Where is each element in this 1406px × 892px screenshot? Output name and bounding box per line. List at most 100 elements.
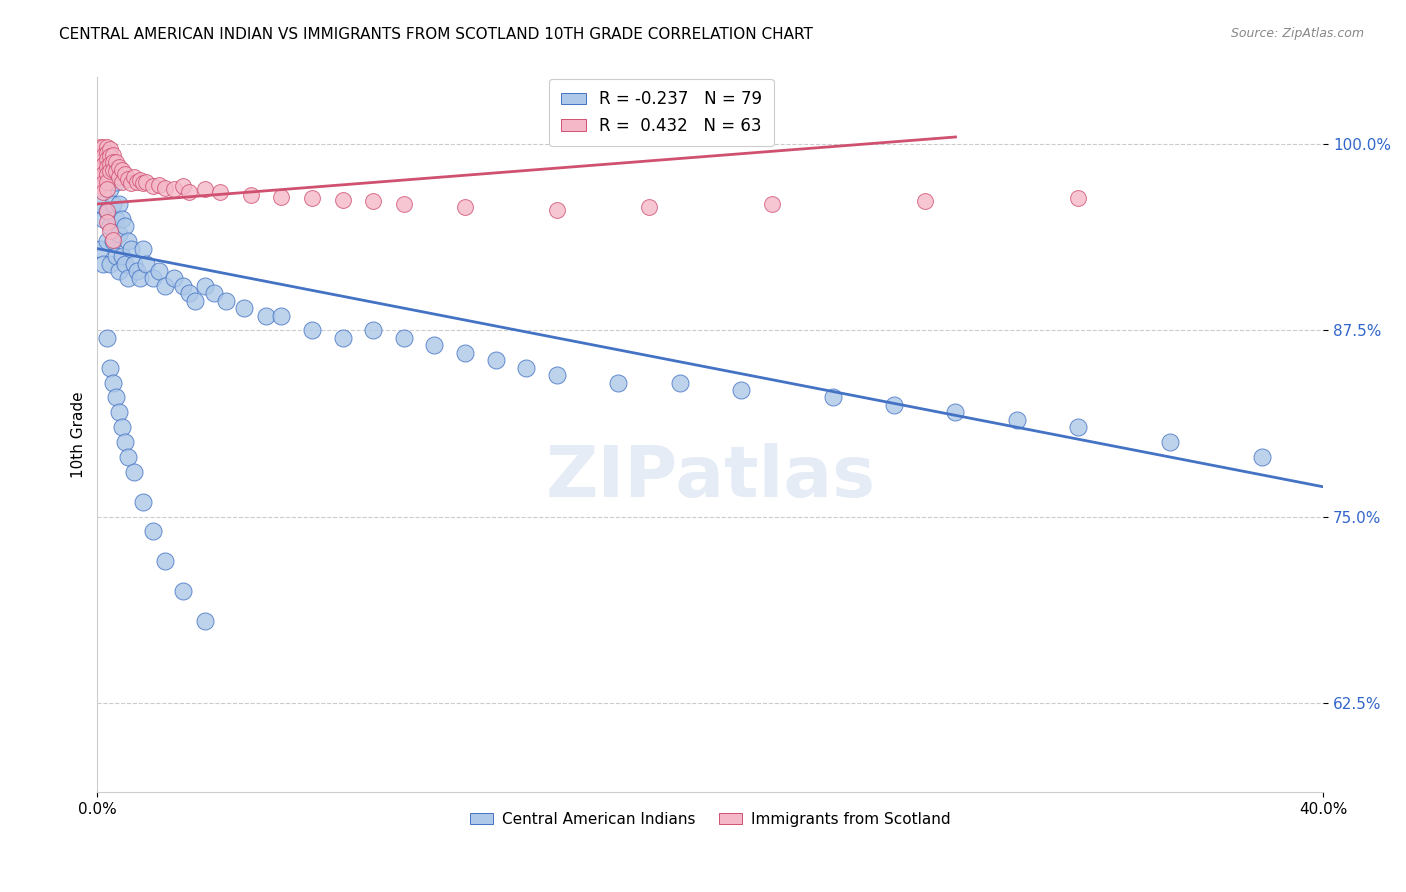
Point (730, 383, 752, 397)
Point (153, 180, 176, 194)
Point (179, 286, 201, 301)
Point (98, 219, 121, 234)
Point (114, 256, 136, 270)
Point (98, 360, 121, 375)
Point (96, 182, 118, 196)
Point (239, 188, 262, 202)
Text: CENTRAL AMERICAN INDIAN VS IMMIGRANTS FROM SCOTLAND 10TH GRADE CORRELATION CHART: CENTRAL AMERICAN INDIAN VS IMMIGRANTS FR… (59, 27, 813, 42)
Point (254, 309, 277, 323)
Point (98, 164, 121, 178)
Point (96, 331, 118, 345)
Point (132, 494, 155, 508)
Point (423, 338, 446, 352)
Point (163, 182, 186, 196)
Point (93, 149, 115, 163)
Point (127, 264, 149, 278)
Point (96, 215, 118, 229)
Point (111, 420, 134, 434)
Point (96, 175, 118, 189)
Point (101, 148, 124, 162)
Point (361, 324, 384, 338)
Point (148, 178, 170, 192)
Point (117, 450, 139, 464)
Point (215, 293, 238, 308)
Point (172, 584, 194, 599)
Point (101, 233, 124, 247)
Point (821, 391, 844, 405)
Point (129, 173, 152, 187)
Point (93, 167, 115, 181)
Point (93, 158, 115, 172)
Point (107, 197, 129, 211)
Point (127, 175, 149, 189)
Point (233, 301, 256, 315)
Point (114, 219, 136, 234)
Point (96, 145, 118, 159)
Point (101, 160, 124, 174)
Point (883, 398, 905, 412)
Point (132, 176, 155, 190)
Point (172, 278, 194, 293)
Point (107, 170, 129, 185)
Point (98, 142, 121, 156)
Point (392, 197, 415, 211)
Y-axis label: 10th Grade: 10th Grade (72, 392, 86, 478)
Text: ZIPatlas: ZIPatlas (546, 443, 876, 512)
Point (132, 242, 155, 256)
Point (111, 211, 134, 226)
Point (153, 278, 176, 293)
Point (104, 175, 127, 189)
Legend: Central American Indians, Immigrants from Scotland: Central American Indians, Immigrants fro… (463, 804, 957, 834)
Point (179, 185, 201, 199)
Point (96, 146, 118, 161)
Point (454, 346, 477, 360)
Point (208, 185, 231, 199)
Point (332, 331, 354, 345)
Point (153, 554, 176, 568)
Point (104, 155, 127, 169)
Point (107, 160, 129, 174)
Point (141, 271, 163, 285)
Point (202, 286, 225, 301)
Point (141, 524, 163, 539)
Point (546, 202, 568, 217)
Point (301, 191, 323, 205)
Point (114, 435, 136, 450)
Point (270, 309, 292, 323)
Point (96, 140, 118, 154)
Point (270, 189, 292, 203)
Point (141, 179, 163, 194)
Point (1005, 413, 1028, 427)
Point (114, 167, 136, 181)
Point (96, 175, 118, 189)
Point (638, 200, 661, 214)
Point (122, 465, 145, 479)
Point (135, 175, 157, 189)
Point (1067, 420, 1090, 434)
Point (107, 227, 129, 241)
Point (117, 171, 139, 186)
Point (392, 331, 415, 345)
Point (89, 149, 111, 163)
Point (122, 256, 145, 270)
Point (96, 167, 118, 181)
Point (93, 140, 115, 154)
Point (1159, 435, 1181, 450)
Point (93, 256, 115, 270)
Point (194, 614, 217, 628)
Point (515, 360, 537, 375)
Point (104, 391, 127, 405)
Point (98, 256, 121, 270)
Point (96, 234, 118, 248)
Point (163, 271, 186, 285)
Point (89, 242, 111, 256)
Point (945, 405, 967, 419)
Point (111, 162, 134, 177)
Point (454, 200, 477, 214)
Point (93, 185, 115, 199)
Point (485, 353, 508, 368)
Point (101, 162, 124, 177)
Point (120, 176, 142, 190)
Point (96, 204, 118, 219)
Point (101, 234, 124, 248)
